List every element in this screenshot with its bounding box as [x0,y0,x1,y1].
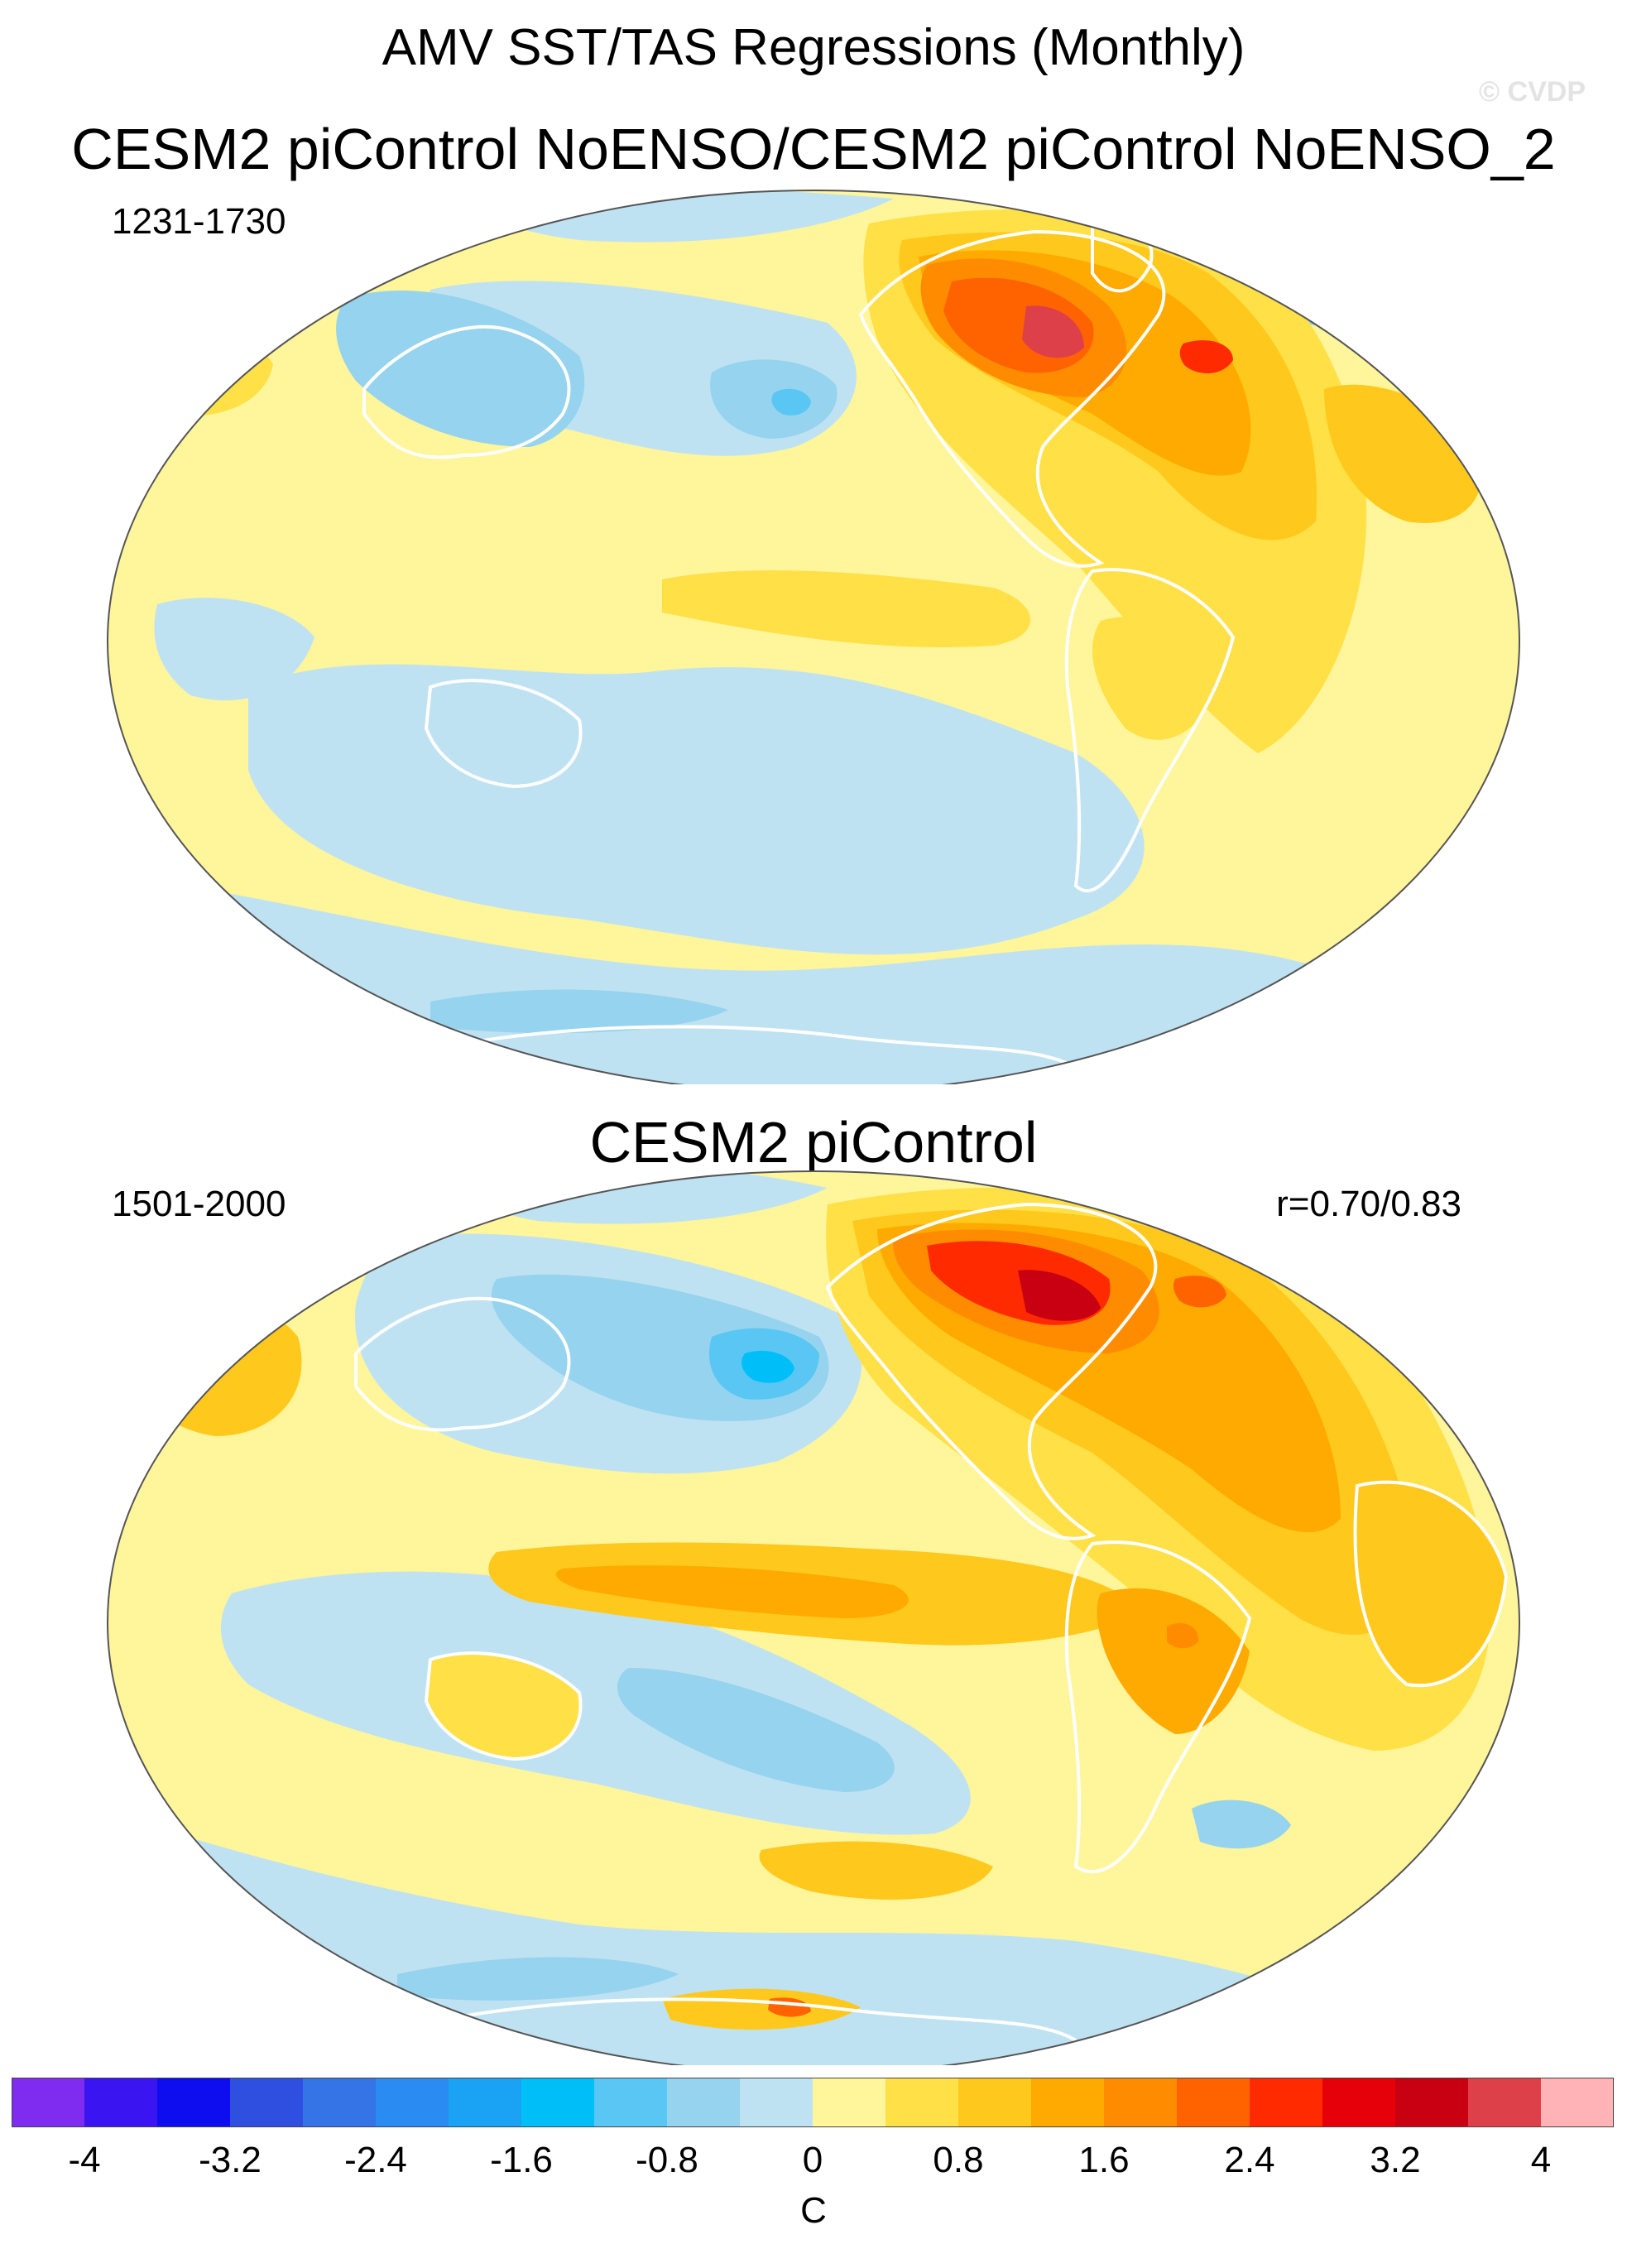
south-pacific-cool-core [617,1668,895,1792]
hudson-bay-warm-core [1018,1270,1101,1321]
colorbar-tick-label: 1.6 [1078,2140,1130,2180]
eurasia-coastline [362,324,571,459]
map-border [107,190,1520,1084]
colorbar-swatch [157,2078,231,2127]
colorbar-swatch [813,2078,886,2127]
north-america-coastline [825,1202,1158,1540]
africa-coastline [1353,1480,1509,1688]
australia-warm-anomaly [426,1653,581,1759]
colorbar-swatch [1541,2078,1614,2127]
colorbar-unit: C [800,2190,827,2231]
colorbar-tick-label: -2.4 [344,2140,407,2180]
subpolar-gyre-warm-center [1179,340,1233,374]
colorbar-border [12,2078,1614,2127]
south-america-coastline [1064,1540,1252,1873]
panel-2-correlation: r=0.70/0.83 [1276,1184,1461,1224]
colorbar-tick-label: -3.2 [199,2140,262,2180]
colorbar-swatch [12,2078,85,2127]
east-pacific-warm-tongue [662,570,1030,647]
north-pacific-cool-center [742,1350,794,1383]
australia-coastline [424,1651,583,1761]
tropical-pacific-cool-anomaly [248,664,1145,955]
colorbar-swatch [303,2078,377,2127]
colorbar-swatch [1322,2078,1396,2127]
south-america-coastline [1064,568,1236,892]
colorbar-tick-label: -0.8 [636,2140,698,2180]
antarctic-coast-cool [397,1957,679,2001]
map-border [107,1170,1520,2065]
colorbar-tick-label: 2.4 [1224,2140,1275,2180]
north-pacific-cool-center [771,388,811,416]
asia-cool-anomaly [336,290,585,447]
colorbar-tick-label: 0.8 [933,2140,984,2180]
antarctica-coastline [355,1997,1077,2042]
colorbar-swatch [84,2078,158,2127]
colorbar-swatch [1031,2078,1105,2127]
tropical-pacific-warm-core [555,1565,909,1618]
colorbar-swatch [1468,2078,1542,2127]
colorbar-swatch [449,2078,522,2127]
panel-1-map [107,190,1520,1084]
colorbar-tick-label: -1.6 [490,2140,553,2180]
colorbar-swatch [1395,2078,1469,2127]
colorbar-tick-label: 3.2 [1370,2140,1421,2180]
indian-ocean-cool-anomaly [154,598,314,701]
colorbar-swatch [1177,2078,1250,2127]
southwest-pacific-warm-patch [759,1841,993,1900]
figure-title: AMV SST/TAS Regressions (Monthly) [382,19,1245,76]
colorbar-swatch [521,2078,595,2127]
north-america-coastline [858,229,1166,568]
south-america-warm-center [1167,1623,1199,1649]
hudson-bay-warm-core [1022,305,1084,358]
eurasia-warm-anomaly [124,1300,302,1436]
colorbar [12,2078,1614,2127]
colorbar-swatch [230,2078,304,2127]
southern-ocean-cool-band [124,1817,1448,2065]
panel-2-map [107,1170,1520,2065]
panel-2-years: 1501-2000 [112,1184,286,1224]
subpolar-gyre-warm-center [1173,1276,1226,1308]
panel-2-title: CESM2 piControl [589,1110,1038,1175]
colorbar-swatch [958,2078,1032,2127]
colorbar-swatch [1104,2078,1178,2127]
south-america-warm-anomaly [1092,616,1217,740]
colorbar-swatch [376,2078,449,2127]
colorbar-swatch [1250,2078,1323,2127]
colorbar-tick-label: 4 [1530,2140,1552,2180]
south-atlantic-cool-patch [1192,1800,1291,1849]
australia-coastline [424,679,583,789]
colorbar-tick-label: -4 [68,2140,101,2180]
panel-1-years: 1231-1730 [112,201,286,242]
colorbar-tick-label: 0 [802,2140,823,2180]
colorbar-swatch [740,2078,814,2127]
africa-warm-anomaly [1355,1482,1506,1686]
antarctic-coast-cool [430,989,728,1034]
cvdp-watermark: © CVDP [1479,76,1586,108]
colorbar-tick-labels: -4 -3.2 -2.4 -1.6 -0.8 0 0.8 1.6 2.4 3.2 4 [12,2140,1614,2189]
colorbar-swatch [594,2078,668,2127]
south-america-warm-anomaly [1097,1588,1250,1734]
colorbar-swatch [667,2078,741,2127]
colorbar-swatch [885,2078,959,2127]
panel-1-title: CESM2 piControl NoENSO/CESM2 piControl N… [71,117,1556,181]
eurasia-coastline [354,1296,571,1432]
